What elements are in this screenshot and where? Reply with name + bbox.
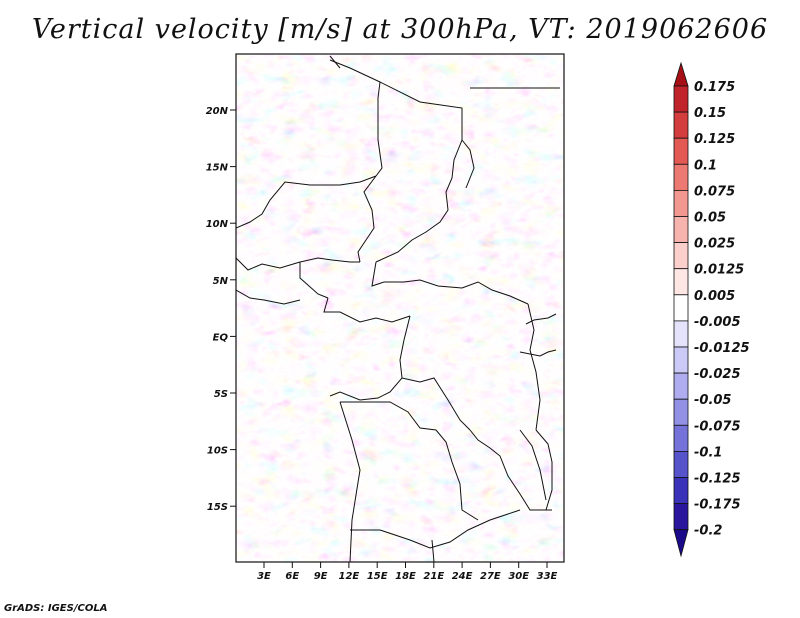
border-line	[431, 539, 435, 562]
colorbar-top-arrow	[673, 61, 689, 87]
border-line	[461, 281, 529, 305]
colorbar-label: -0.075	[694, 419, 741, 434]
lon-tick-label: 24E	[452, 571, 473, 582]
colorbar-swatch	[673, 242, 689, 270]
colorbar-swatch	[673, 189, 689, 217]
colorbar-label: -0.1	[694, 445, 722, 460]
map-frame	[235, 53, 565, 563]
border-line	[339, 401, 361, 562]
border-line	[527, 303, 541, 431]
lon-tick-label: 33E	[537, 571, 558, 582]
lat-tick-label: 5N	[213, 276, 229, 287]
lon-tick-label: 18E	[395, 571, 416, 582]
colorbar-swatch	[673, 163, 689, 191]
colorbar-swatch	[673, 268, 689, 296]
border-line	[329, 315, 411, 401]
border-line	[236, 175, 377, 229]
colorbar-label: 0.1	[694, 158, 717, 173]
border-line	[401, 377, 471, 431]
colorbar-swatch	[673, 216, 689, 244]
border-line	[461, 139, 475, 189]
colorbar-swatch	[673, 503, 689, 531]
colorbar-label: 0.0125	[694, 263, 744, 278]
lat-tick-label: 15S	[207, 502, 228, 513]
border-line	[350, 509, 521, 549]
country-borders	[236, 55, 560, 562]
colorbar-label: 0.075	[694, 184, 735, 199]
lon-tick-label: 30E	[508, 571, 529, 582]
colorbar: 0.175 0.15 0.125 0.1 0.075 0.05 0.025 0.0125 0.0…	[673, 61, 750, 558]
border-line	[329, 59, 381, 83]
border-line	[323, 297, 411, 323]
colorbar-swatch	[673, 294, 689, 322]
colorbar-swatch	[673, 137, 689, 165]
border-line	[519, 349, 557, 357]
colorbar-label: -0.005	[694, 315, 741, 330]
lon-tick-label: 9E	[314, 571, 328, 582]
border-line	[535, 429, 553, 511]
lat-tick-label: 5S	[214, 389, 228, 400]
colorbar-bottom-arrow	[673, 529, 689, 558]
lat-tick-label: 20N	[206, 106, 229, 117]
colorbar-swatch	[673, 477, 689, 505]
colorbar-swatch	[673, 346, 689, 374]
lon-tick-label: 15E	[367, 571, 388, 582]
border-line	[340, 401, 479, 521]
border-line	[519, 429, 547, 501]
colorbar-swatch	[673, 85, 689, 113]
border-line	[469, 429, 552, 511]
border-line	[375, 81, 383, 177]
colorbar-label: -0.2	[694, 524, 722, 539]
border-line	[236, 289, 301, 305]
border-line	[236, 257, 301, 271]
lat-tick-label: 10N	[206, 219, 229, 230]
colorbar-label: 0.005	[694, 289, 735, 304]
lon-tick-label: 12E	[339, 571, 360, 582]
colorbar-label: -0.125	[694, 472, 741, 487]
colorbar-label: 0.15	[694, 106, 726, 121]
border-line	[329, 55, 341, 69]
border-line	[375, 139, 463, 263]
lat-tick-label: 10S	[207, 446, 228, 457]
lon-tick-label: 21E	[423, 571, 444, 582]
colorbar-swatch	[673, 372, 689, 400]
border-line	[525, 313, 557, 325]
colorbar-label: -0.05	[694, 393, 731, 408]
colorbar-swatch	[673, 320, 689, 348]
credit-text: GrADS: IGES/COLA	[4, 603, 108, 614]
lon-tick-label: 27E	[480, 571, 501, 582]
latitude-axis: 20N 15N 10N 5N EQ 5S 10S 15S	[206, 106, 236, 513]
border-line	[357, 175, 377, 263]
colorbar-label: -0.0125	[694, 341, 750, 356]
longitude-axis: 3E 6E 9E 12E 15E 18E 21E 24E 27E 30E 33E	[257, 562, 558, 582]
colorbar-swatch	[673, 450, 689, 478]
lat-tick-label: EQ	[213, 332, 229, 343]
lat-tick-label: 15N	[206, 163, 229, 174]
chart-title: Vertical velocity [m/s] at 300hPa, VT: 2…	[31, 14, 769, 45]
border-line	[299, 262, 329, 299]
lon-tick-label: 3E	[257, 571, 271, 582]
colorbar-label: 0.175	[694, 80, 735, 95]
lon-tick-label: 6E	[285, 571, 299, 582]
colorbar-label: 0.05	[694, 211, 726, 226]
colorbar-label: -0.025	[694, 367, 741, 382]
colorbar-swatch	[673, 398, 689, 426]
colorbar-label: 0.125	[694, 132, 735, 147]
border-line	[379, 81, 463, 140]
colorbar-swatch	[673, 111, 689, 139]
border-line	[299, 257, 360, 263]
colorbar-label: -0.175	[694, 498, 741, 513]
colorbar-label: 0.025	[694, 237, 735, 252]
border-line	[371, 261, 463, 289]
colorbar-swatch	[673, 424, 689, 452]
